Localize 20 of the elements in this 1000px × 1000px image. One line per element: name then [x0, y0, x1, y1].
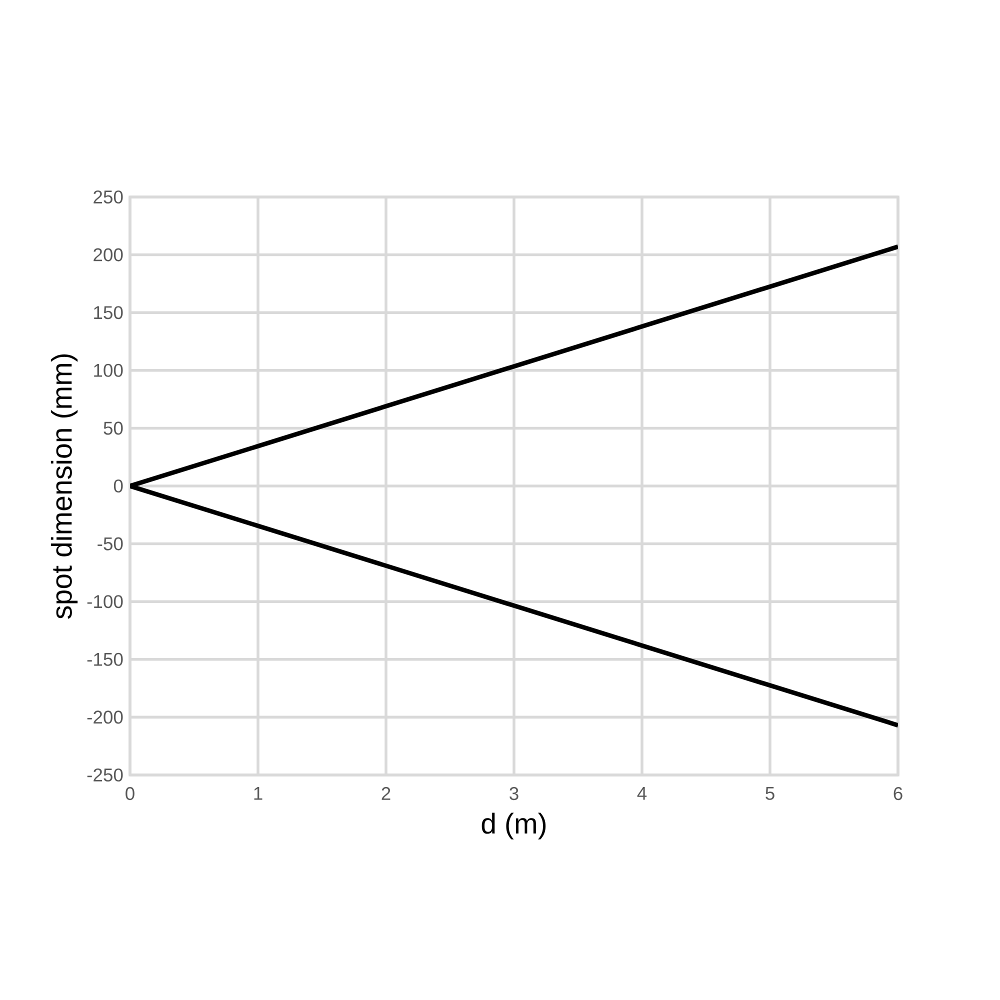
y-axis-title: spot dimension (mm)	[50, 354, 78, 619]
x-tick-label: 1	[254, 787, 262, 800]
y-tick-label: 250	[94, 190, 123, 204]
y-tick-label: 100	[94, 364, 123, 377]
x-tick-label: 0	[126, 787, 134, 800]
y-tick-label: -200	[87, 710, 123, 724]
x-tick-label: 4	[637, 787, 647, 800]
x-axis-title: d (m)	[482, 812, 546, 840]
y-tick-label: 150	[94, 306, 123, 320]
x-tick-label: 6	[894, 787, 902, 800]
y-tick-label: -50	[98, 537, 123, 550]
y-tick-label: -150	[87, 652, 123, 666]
y-tick-label: 200	[94, 248, 123, 262]
y-tick-label: 0	[114, 479, 123, 493]
y-tick-label: 50	[104, 422, 123, 435]
y-tick-label: -100	[87, 595, 123, 608]
x-tick-label: 5	[766, 787, 774, 800]
y-tick-label: -250	[87, 768, 123, 782]
x-tick-label: 3	[510, 787, 518, 800]
x-tick-label: 2	[382, 787, 390, 800]
